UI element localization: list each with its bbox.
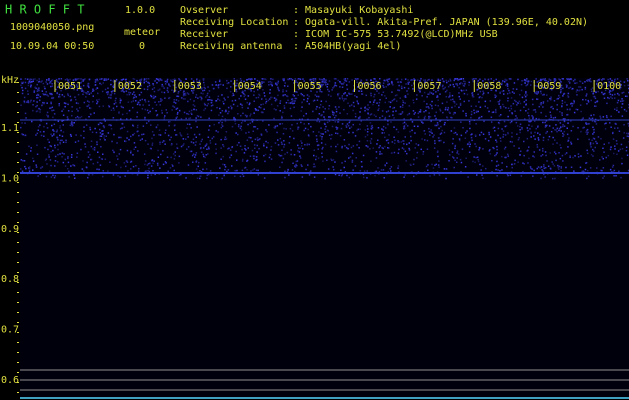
minor-tick <box>17 302 19 303</box>
freq-label: 0.7 <box>1 325 19 336</box>
minor-tick <box>17 162 19 163</box>
info-label: Receiving antenna <box>180 41 282 52</box>
minor-tick <box>17 212 19 213</box>
minor-tick <box>17 82 19 83</box>
count: 0 <box>139 41 145 52</box>
time-label: 0057 <box>417 81 441 92</box>
unit-label: kHz <box>1 75 19 86</box>
minor-tick <box>17 292 19 293</box>
minor-tick <box>17 122 19 123</box>
minor-tick <box>17 102 19 103</box>
time-label: 0055 <box>298 81 322 92</box>
minor-tick <box>17 382 19 383</box>
minor-tick <box>17 392 19 393</box>
noise <box>20 78 629 180</box>
app-name: H R O F F T <box>5 3 84 17</box>
minor-tick <box>17 272 19 273</box>
info-label: Ovserver <box>180 5 228 16</box>
minor-tick <box>17 182 19 183</box>
minor-tick <box>17 332 19 333</box>
minor-tick <box>17 222 19 223</box>
minor-tick <box>17 132 19 133</box>
info-value: : A504HB(yagi 4el) <box>293 41 401 52</box>
minor-tick <box>17 362 19 363</box>
minor-tick <box>17 172 19 173</box>
spectrogram <box>20 78 629 398</box>
info-value: : ICOM IC-575 53.7492(@LCD)MHz USB <box>293 29 498 40</box>
info-value: : Masayuki Kobayashi <box>293 5 413 16</box>
time-label: 0054 <box>238 81 262 92</box>
time-label: 0059 <box>537 81 561 92</box>
freq-label: 1.1 <box>1 123 19 134</box>
count-label: meteor <box>124 27 160 38</box>
minor-tick <box>17 372 19 373</box>
time-label: 0100 <box>597 81 621 92</box>
minor-tick <box>17 282 19 283</box>
info-label: Receiving Location <box>180 17 288 28</box>
minor-tick <box>17 152 19 153</box>
time-label: 0052 <box>118 81 142 92</box>
freq-label: 0.8 <box>1 274 19 285</box>
time-label: 0058 <box>477 81 501 92</box>
minor-tick <box>17 242 19 243</box>
minor-tick <box>17 312 19 313</box>
time-label: 0051 <box>58 81 82 92</box>
minor-tick <box>17 92 19 93</box>
time-label: 0053 <box>178 81 202 92</box>
minor-tick <box>17 142 19 143</box>
minor-tick <box>17 232 19 233</box>
minor-tick <box>17 322 19 323</box>
minor-tick <box>17 352 19 353</box>
minor-tick <box>17 262 19 263</box>
freq-label: 1.0 <box>1 173 19 184</box>
minor-tick <box>17 342 19 343</box>
minor-tick <box>17 192 19 193</box>
file-name: 1009040050.png <box>10 22 94 33</box>
minor-tick <box>17 202 19 203</box>
info-label: Receiver <box>180 29 228 40</box>
time-label: 0056 <box>358 81 382 92</box>
datetime: 10.09.04 00:50 <box>10 41 94 52</box>
minor-tick <box>17 252 19 253</box>
info-value: : Ogata-vill. Akita-Pref. JAPAN (139.96E… <box>293 17 588 28</box>
freq-label: 0.9 <box>1 224 19 235</box>
minor-tick <box>17 112 19 113</box>
freq-label: 0.6 <box>1 375 19 386</box>
version: 1.0.0 <box>125 5 155 16</box>
